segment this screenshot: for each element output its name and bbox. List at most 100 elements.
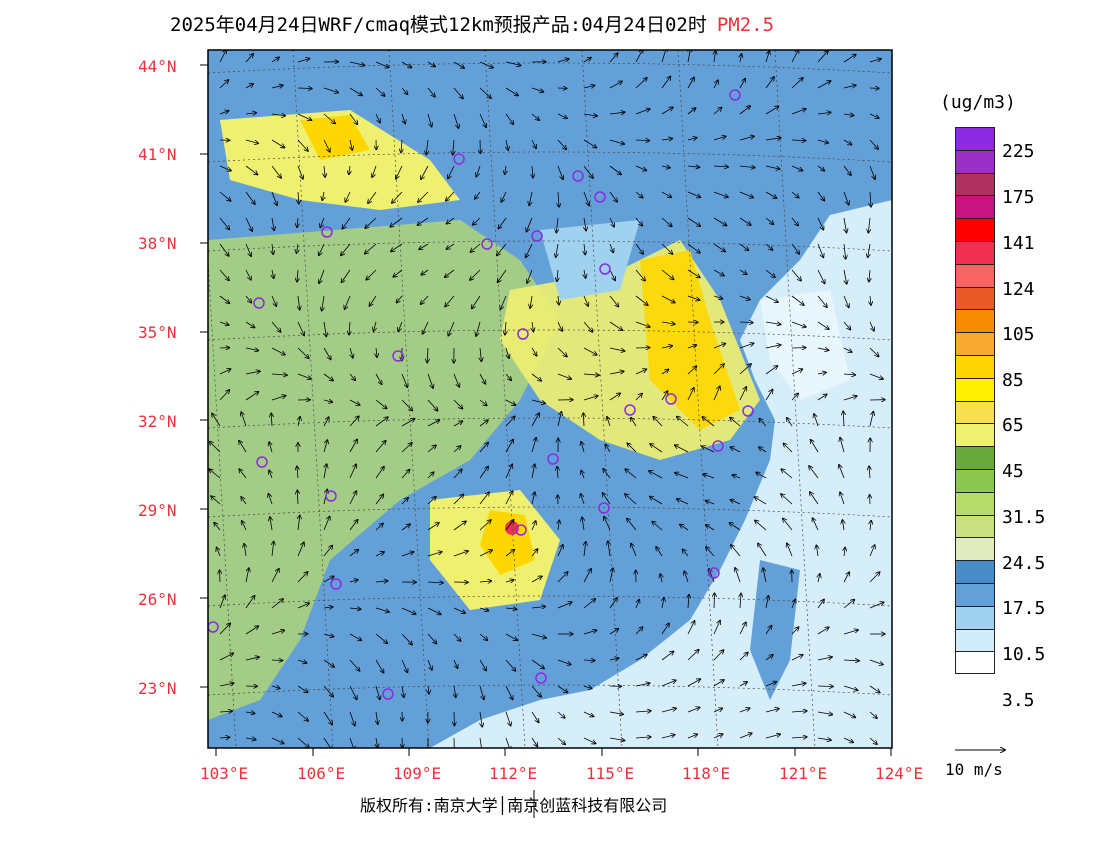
wind-vector: [473, 217, 481, 225]
wind-vector: [349, 113, 357, 124]
wind-vector: [609, 712, 623, 714]
wind-vector: [531, 139, 536, 148]
wind-vector: [397, 295, 403, 303]
wind-vector: [271, 165, 281, 178]
wind-vector: [843, 572, 849, 583]
colorbar-swatch: [955, 332, 995, 355]
wind-vector: [271, 630, 284, 635]
wind-vector: [635, 78, 647, 89]
wind-vector: [297, 466, 298, 479]
axis-ticks: [200, 64, 892, 756]
wind-vector: [349, 580, 358, 582]
wind-vector: [869, 685, 880, 693]
wind-vector: [765, 165, 780, 169]
wind-vector: [297, 139, 308, 151]
wind-vector: [297, 165, 303, 179]
wind-vector: [781, 469, 793, 479]
wind-vector: [811, 440, 819, 453]
wind-vector: [272, 542, 274, 557]
wind-vector: [810, 492, 819, 505]
wind-vector: [349, 321, 350, 335]
wind-vector: [765, 322, 781, 324]
longitude-line: [484, 50, 526, 748]
wind-vector: [272, 243, 273, 254]
wind-vector: [532, 321, 533, 332]
wind-vector: [323, 576, 334, 583]
wind-vector: [323, 685, 333, 697]
wind-vector: [817, 165, 824, 171]
wind-vector: [609, 269, 615, 280]
wind-vector: [297, 490, 298, 505]
lon-label-118: 118°E: [682, 764, 731, 783]
wind-vector: [271, 396, 286, 401]
wind-vector: [396, 165, 403, 179]
wind-vector: [791, 165, 803, 171]
wind-vector: [505, 321, 506, 335]
wind-vector: [401, 607, 416, 614]
legend-label-175: 175: [1002, 187, 1035, 208]
legend-label-3-5: 3.5: [1002, 690, 1035, 711]
wind-vector: [479, 443, 488, 453]
wind-vector: [817, 372, 826, 374]
wind-vector: [349, 416, 359, 427]
wind-vector: [583, 413, 584, 427]
wind-vector: [583, 686, 592, 689]
wind-vector: [869, 113, 879, 118]
wind-vector: [375, 61, 389, 68]
wind-vector: [844, 243, 846, 259]
wind-vector: [688, 595, 689, 609]
wind-vector: [677, 499, 689, 505]
wind-vector: [739, 166, 755, 168]
wind-vector: [869, 466, 870, 479]
wind-vector: [687, 138, 697, 140]
wind-vector: [843, 85, 856, 89]
wind-vector: [421, 295, 429, 304]
wind-vector: [297, 217, 298, 227]
colorbar-swatch: [955, 400, 995, 424]
wind-vector: [271, 660, 283, 661]
wind-vector: [271, 711, 282, 717]
wind-vector: [392, 191, 403, 203]
wind-vector: [427, 497, 436, 505]
colorbar-swatch: [955, 127, 995, 150]
wind-vector: [375, 633, 387, 643]
wind-vector: [814, 414, 819, 427]
wind-vector: [297, 321, 304, 336]
wind-vector: [783, 443, 793, 453]
colorbar-swatch: [955, 560, 995, 583]
wind-vector: [376, 347, 377, 357]
city-marker: [598, 502, 610, 514]
wind-vector: [323, 373, 333, 381]
wind-vector: [583, 191, 589, 206]
wind-vector: [687, 166, 700, 167]
wind-vector: [320, 217, 325, 228]
wind-vector: [244, 544, 246, 557]
wind-vector: [529, 191, 533, 205]
wind-vector: [350, 139, 352, 150]
wind-vector: [479, 61, 493, 68]
wind-vector: [526, 243, 533, 257]
wind-vector: [603, 469, 611, 479]
wind-vector: [349, 61, 365, 65]
wind-vector: [427, 659, 432, 670]
wind-vector: [791, 737, 807, 738]
wind-vector: [419, 243, 429, 249]
city-marker: [742, 405, 754, 417]
wind-vector: [687, 243, 700, 253]
wind-vector: [423, 321, 429, 334]
wind-vector: [446, 243, 455, 249]
wind-vector: [817, 686, 833, 687]
wind-vector: [217, 548, 221, 557]
wind-vector: [631, 543, 637, 557]
wind-vector: [844, 217, 847, 233]
wind-vector: [427, 472, 434, 479]
wind-vector: [479, 659, 486, 671]
lat-label-41: 41°N: [138, 145, 177, 164]
wind-vector: [791, 627, 799, 635]
wind-vector: [843, 630, 858, 635]
wind-vector: [755, 497, 767, 505]
wind-vector: [350, 347, 353, 358]
wind-vector: [609, 112, 625, 114]
wind-vector: [375, 441, 386, 453]
colorbar-swatch: [955, 172, 995, 196]
